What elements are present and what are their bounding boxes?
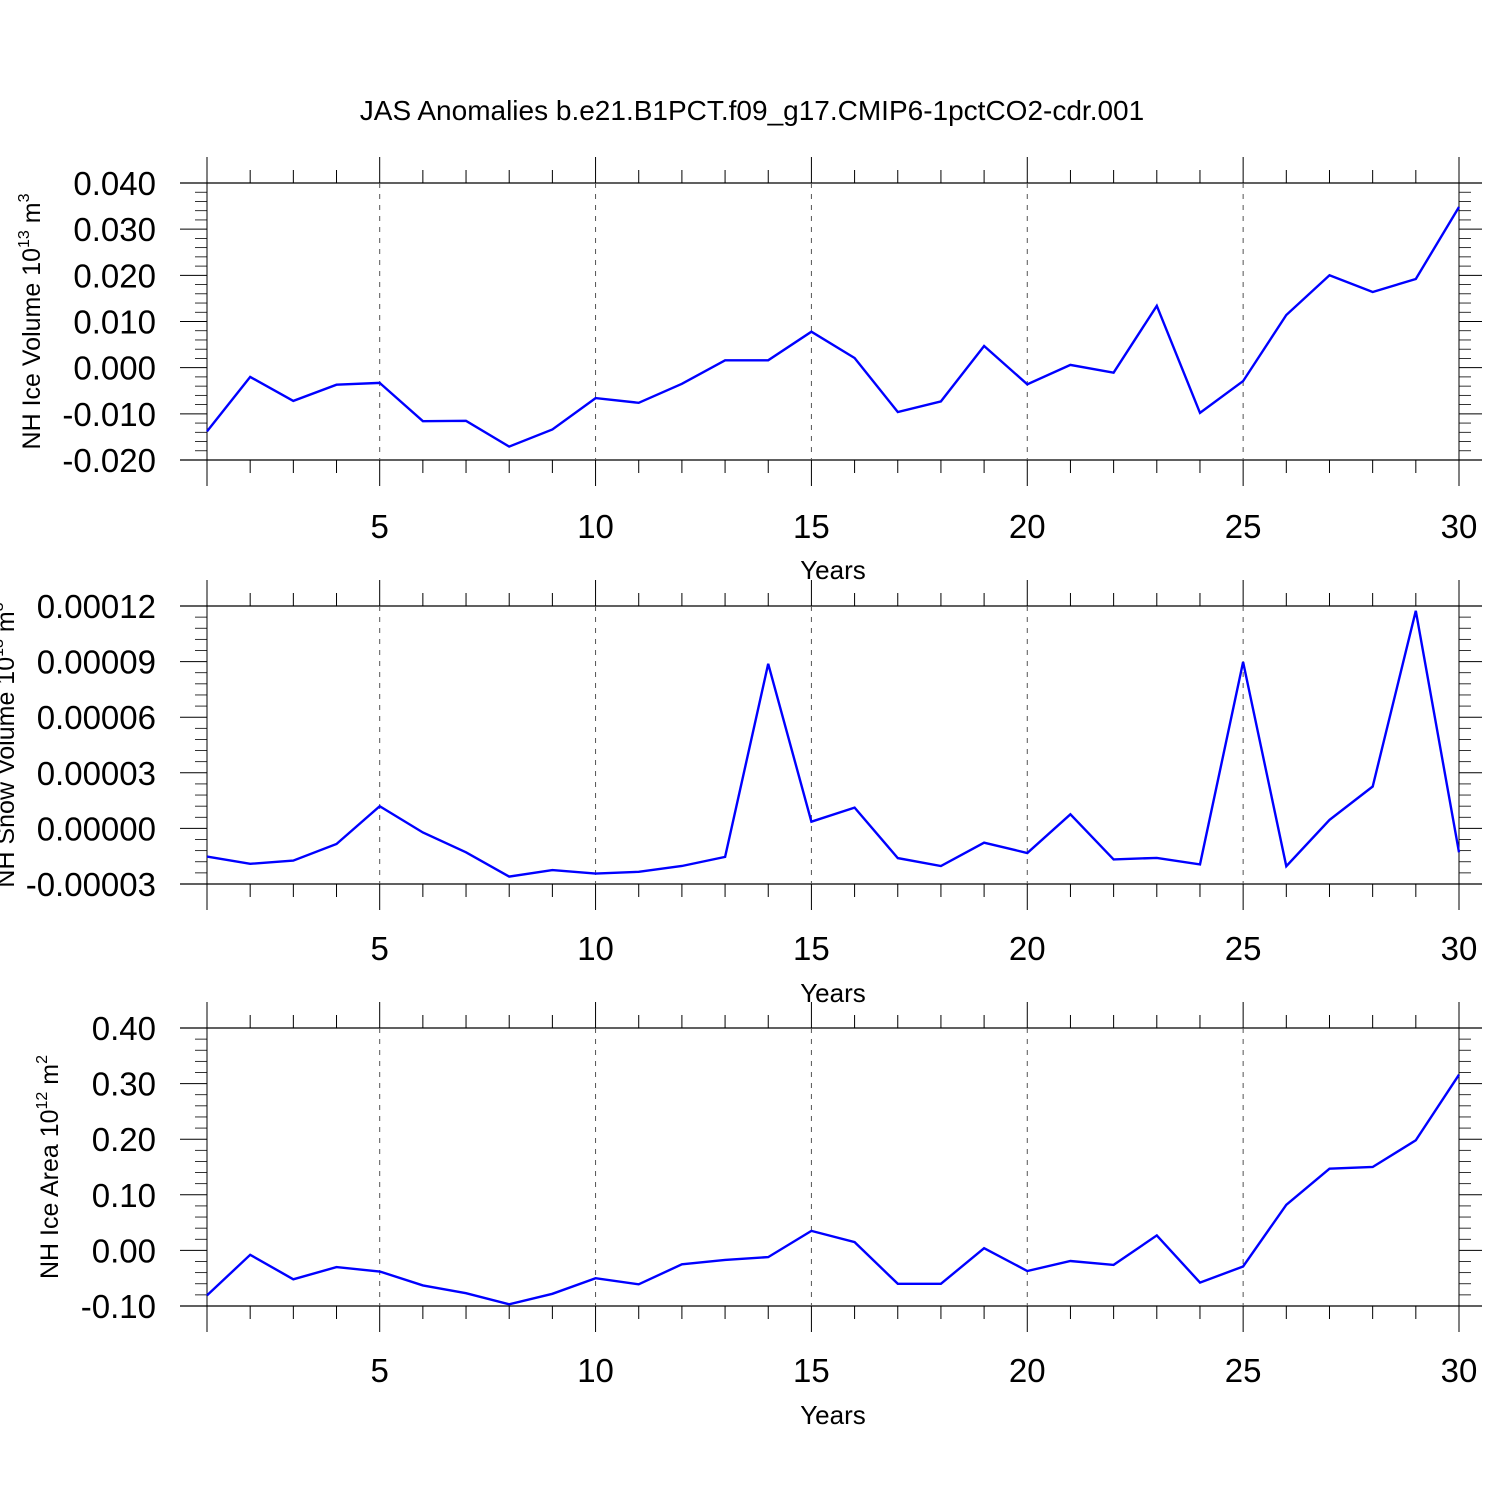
x-tick-label: 10	[577, 930, 614, 967]
x-tick-label: 15	[793, 508, 830, 545]
x-axis-label: Years	[800, 555, 866, 585]
x-tick-label: 25	[1225, 1352, 1262, 1389]
x-tick-label: 20	[1009, 508, 1046, 545]
x-tick-label: 25	[1225, 508, 1262, 545]
x-tick-label: 5	[371, 930, 389, 967]
chart-title: JAS Anomalies b.e21.B1PCT.f09_g17.CMIP6-…	[360, 95, 1144, 126]
x-tick-label: 10	[577, 1352, 614, 1389]
y-tick-label: 0.040	[73, 165, 156, 202]
x-tick-label: 30	[1441, 1352, 1478, 1389]
y-tick-label: 0.30	[92, 1066, 156, 1103]
x-tick-label: 30	[1441, 930, 1478, 967]
x-axis-label: Years	[800, 978, 866, 1008]
panel-3: -0.10 0.00 0.10 0.20 0.30 0.40 5 10 15 20 25 30 Year…	[34, 1002, 1482, 1430]
y-tick-label: 0.00012	[37, 588, 156, 625]
y-tick-label: 0.40	[92, 1010, 156, 1047]
y-tick-label: 0.00000	[37, 810, 156, 847]
series-line	[206, 206, 1461, 448]
x-tick-label: 5	[371, 1352, 389, 1389]
x-tick-label: 5	[371, 508, 389, 545]
series-line	[206, 1074, 1461, 1306]
y-tick-label: 0.020	[73, 257, 156, 294]
y-axis-label: NH Ice Area 1012 m2	[34, 1055, 64, 1279]
x-tick-label: 15	[793, 930, 830, 967]
y-tick-label: 0.00003	[37, 755, 156, 792]
y-tick-label: 0.000	[73, 350, 156, 387]
x-tick-label: 20	[1009, 1352, 1046, 1389]
x-tick-label: 10	[577, 508, 614, 545]
y-tick-label: -0.00003	[26, 866, 156, 903]
y-tick-label: 0.010	[73, 304, 156, 341]
x-axis-label: Years	[800, 1400, 866, 1430]
y-tick-label: 0.20	[92, 1121, 156, 1158]
x-tick-label: 20	[1009, 930, 1046, 967]
y-tick-label: 0.00006	[37, 699, 156, 736]
x-tick-label: 15	[793, 1352, 830, 1389]
y-tick-label: 0.00009	[37, 644, 156, 681]
y-axis-label: NH Ice Volume 1013 m3	[16, 193, 46, 449]
y-tick-label: 0.00	[92, 1232, 156, 1269]
y-tick-label: 0.10	[92, 1177, 156, 1214]
x-tick-label: 30	[1441, 508, 1478, 545]
x-tick-label: 25	[1225, 930, 1262, 967]
y-axis-label: NH Snow Volume 1013 m3	[0, 602, 20, 887]
panel-2: -0.00003 0.00000 0.00003 0.00006 0.00009 0.00…	[0, 580, 1482, 1008]
panel-1: -0.020 -0.010 0.000 0.010 0.020 0.030 0.040 5 10…	[16, 157, 1482, 585]
y-tick-label: -0.020	[62, 442, 156, 479]
y-tick-label: -0.10	[81, 1288, 156, 1325]
y-tick-label: 0.030	[73, 211, 156, 248]
y-tick-label: -0.010	[62, 396, 156, 433]
series-line	[206, 610, 1461, 878]
